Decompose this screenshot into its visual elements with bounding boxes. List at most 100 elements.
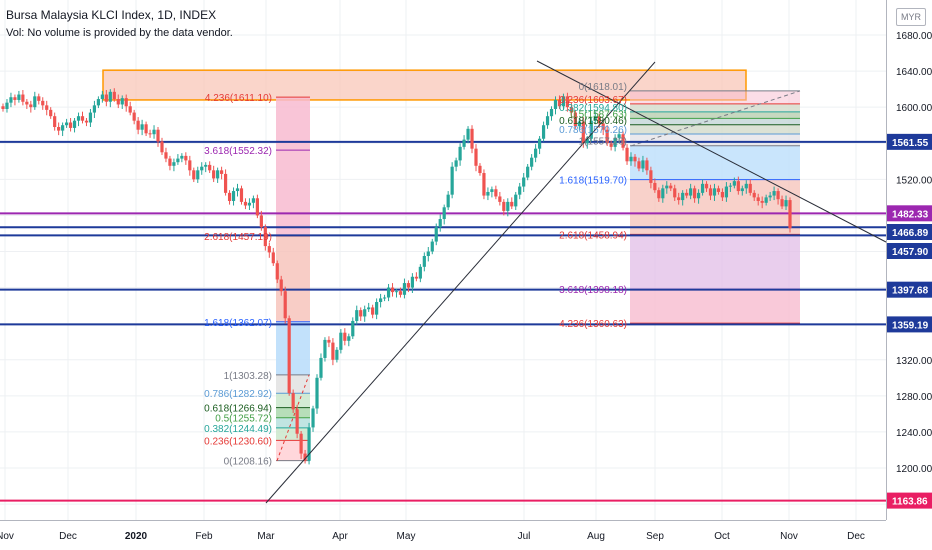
candle bbox=[204, 162, 208, 173]
candle-body bbox=[363, 309, 367, 317]
candle bbox=[80, 111, 85, 124]
candle bbox=[303, 449, 307, 464]
fib-label: 0.382(1244.49) bbox=[204, 424, 272, 435]
candle-body bbox=[223, 173, 228, 193]
candle bbox=[426, 246, 430, 262]
candle bbox=[681, 190, 685, 206]
candle bbox=[299, 431, 303, 459]
fib-label: 0.236(1603.67) bbox=[559, 95, 627, 106]
fib-label: 2.618(1458.94) bbox=[559, 230, 627, 241]
candle bbox=[251, 195, 256, 209]
candle bbox=[323, 337, 327, 362]
candle-body bbox=[561, 96, 566, 107]
candle bbox=[200, 162, 204, 175]
candle bbox=[633, 154, 637, 167]
candle bbox=[502, 199, 506, 216]
candle-body bbox=[510, 201, 514, 207]
candle bbox=[744, 180, 748, 194]
candle-body bbox=[498, 196, 502, 202]
candle-body bbox=[375, 302, 379, 315]
time-axis[interactable]: Nov Dec 2020 Feb Mar Apr May Jul Aug Sep Oct Nov Dec bbox=[0, 531, 865, 542]
candle-body bbox=[132, 112, 136, 121]
candle bbox=[478, 163, 482, 176]
candle bbox=[510, 197, 514, 210]
candle bbox=[72, 117, 77, 133]
candle bbox=[530, 154, 534, 171]
candle-body bbox=[522, 177, 526, 187]
candle-body bbox=[406, 283, 411, 288]
candle-body bbox=[239, 188, 244, 202]
candle bbox=[208, 161, 212, 174]
candle-body bbox=[100, 94, 104, 100]
candle bbox=[541, 121, 546, 142]
candle bbox=[61, 122, 65, 137]
price-level-badges: 1561.55 1482.33 1466.89 1457.90 1397.68 1359.… bbox=[887, 133, 932, 509]
candle bbox=[653, 178, 657, 193]
candle bbox=[708, 184, 713, 201]
time-tick-label: Dec bbox=[59, 531, 77, 542]
candle-body bbox=[490, 189, 494, 192]
fib-label: 0.5(1587.63) bbox=[570, 109, 627, 120]
candle-body bbox=[466, 128, 470, 140]
candle-body bbox=[57, 127, 61, 131]
candle-body bbox=[188, 160, 192, 171]
time-tick-label: Mar bbox=[257, 531, 275, 542]
candle bbox=[645, 157, 649, 175]
trend-lines[interactable] bbox=[265, 60, 887, 504]
candle-body bbox=[53, 116, 57, 128]
candle bbox=[196, 166, 200, 183]
candle-body bbox=[164, 152, 168, 159]
candle bbox=[712, 183, 717, 201]
price-badge: 1561.55 bbox=[887, 133, 932, 150]
candle bbox=[446, 191, 450, 211]
candle bbox=[311, 405, 315, 432]
candle-body bbox=[287, 318, 291, 394]
candle-body bbox=[291, 393, 295, 410]
candle-body bbox=[108, 91, 112, 102]
candle bbox=[100, 90, 104, 103]
candle bbox=[235, 183, 240, 197]
fib-label: 3.618(1398.18) bbox=[559, 285, 627, 296]
candle-body bbox=[335, 349, 339, 360]
candle-body bbox=[156, 129, 160, 142]
candle bbox=[9, 92, 13, 108]
fib-band-july bbox=[630, 134, 800, 146]
candle-body bbox=[641, 160, 645, 169]
price-tick-label: 1240.00 bbox=[896, 428, 932, 439]
price-badge-label: 1163.86 bbox=[892, 497, 928, 508]
candle bbox=[88, 108, 93, 128]
candle-body bbox=[454, 160, 458, 167]
downtrend-line bbox=[536, 60, 887, 243]
candle bbox=[629, 152, 633, 166]
price-axis[interactable]: 1680.001640.001600.001560.001520.001480.… bbox=[896, 31, 932, 511]
candle-body bbox=[96, 99, 100, 106]
currency-badge[interactable]: MYR bbox=[896, 8, 926, 26]
price-badge-label: 1482.33 bbox=[892, 209, 929, 220]
candle bbox=[327, 336, 331, 348]
candle-body bbox=[21, 94, 25, 102]
candle-body bbox=[673, 188, 677, 198]
horizontal-levels[interactable] bbox=[0, 140, 886, 502]
candle bbox=[295, 404, 299, 439]
fib-label: 0.236(1230.60) bbox=[204, 436, 272, 447]
price-badge-bg bbox=[887, 224, 932, 240]
fib-label: 0.382(1594.80) bbox=[559, 103, 627, 114]
candle-body bbox=[243, 201, 248, 206]
candle-body bbox=[410, 276, 414, 288]
candle-body bbox=[61, 125, 65, 131]
candle-body bbox=[247, 202, 252, 206]
price-tick-label: 1520.00 bbox=[896, 175, 932, 186]
candle bbox=[693, 185, 697, 203]
candle bbox=[661, 184, 665, 203]
candle-body bbox=[88, 112, 93, 123]
candle-body bbox=[541, 125, 546, 139]
candle-body bbox=[716, 188, 721, 192]
candle bbox=[466, 126, 470, 144]
candle bbox=[64, 118, 69, 128]
candle-body bbox=[677, 197, 681, 201]
candle bbox=[553, 96, 558, 115]
candle bbox=[25, 99, 29, 109]
candle-body bbox=[637, 161, 641, 169]
candle bbox=[498, 191, 502, 206]
